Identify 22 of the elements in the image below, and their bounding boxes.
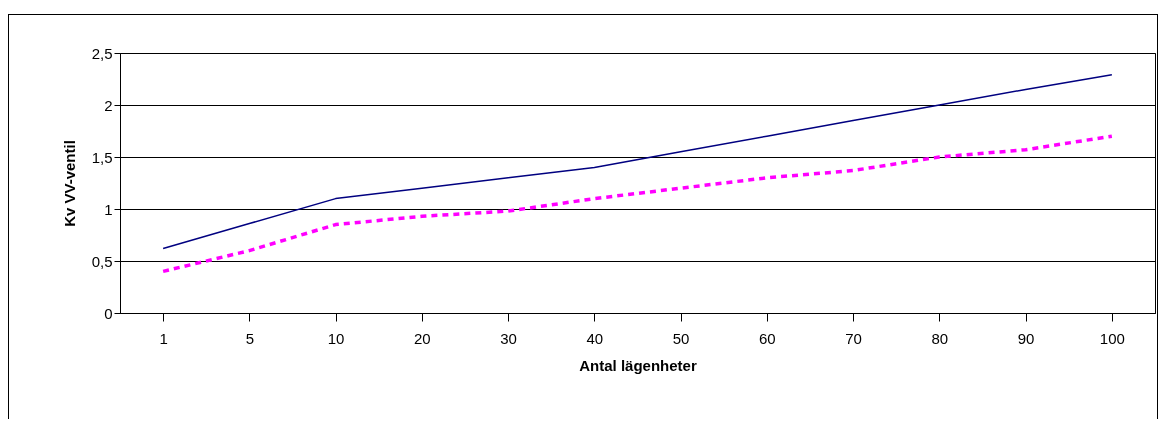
x-tick-label: 70 <box>845 329 862 347</box>
x-tick-label: 20 <box>414 329 431 347</box>
line-series <box>161 134 1114 274</box>
x-tick-label: 80 <box>931 329 949 347</box>
x-tick-label: 100 <box>1099 329 1125 347</box>
x-tick-label: 10 <box>327 329 345 347</box>
y-tick-label: 2,5 <box>91 44 113 62</box>
y-tick-label: 2 <box>104 96 113 114</box>
y-tick-label: 0 <box>104 304 113 322</box>
x-tick-label: 30 <box>500 329 517 347</box>
x-tick-label: 60 <box>759 329 776 347</box>
y-tick-label: 0,5 <box>91 252 113 270</box>
y-tick-label: 1 <box>104 200 113 218</box>
line-series <box>162 74 1113 250</box>
x-tick-label: 90 <box>1017 329 1035 347</box>
x-tick-label: 40 <box>586 329 604 347</box>
y-axis-title: Kv VV-ventil <box>60 140 78 227</box>
y-tick-label: 1,5 <box>91 148 113 166</box>
x-tick-label: 5 <box>245 329 255 347</box>
x-tick-label: 1 <box>159 329 168 347</box>
x-axis-title: Antal lägenheter <box>579 356 697 374</box>
x-tick-label: 50 <box>672 329 690 347</box>
